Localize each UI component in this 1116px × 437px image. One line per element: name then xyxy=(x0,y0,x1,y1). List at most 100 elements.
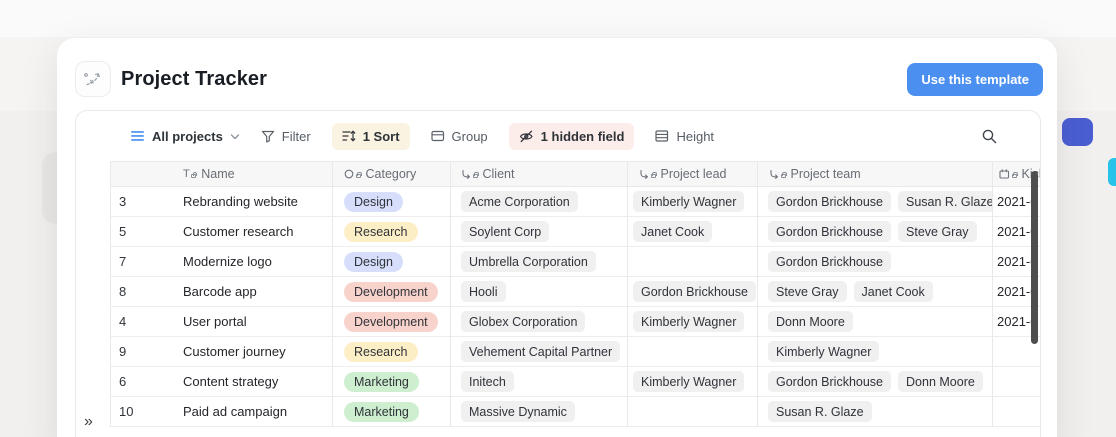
cell-project-team[interactable]: Gordon Brickhouse xyxy=(758,247,993,277)
cell-name[interactable]: Customer research xyxy=(171,217,333,247)
row-gutter xyxy=(76,337,111,367)
search-icon xyxy=(982,129,997,143)
cell-name[interactable]: Barcode app xyxy=(171,277,333,307)
view-switcher[interactable]: All projects xyxy=(131,129,240,144)
cell-category[interactable]: Marketing xyxy=(333,367,451,397)
cell-name[interactable]: Modernize logo xyxy=(171,247,333,277)
cell-row-number[interactable]: 6 xyxy=(111,367,171,397)
cell-category[interactable]: Design xyxy=(333,247,451,277)
cell-category[interactable]: Research xyxy=(333,337,451,367)
table-row: 10 Paid ad campaign Marketing Massive Dy… xyxy=(76,397,1040,427)
view-toolbar: All projects Filter 1 Sort xyxy=(76,111,1040,161)
cell-kickoff-date[interactable]: 2021-0 xyxy=(993,187,1040,217)
row-gutter xyxy=(76,307,111,337)
cell-kickoff-date[interactable]: 2021-0 xyxy=(993,247,1040,277)
cell-category[interactable]: Development xyxy=(333,307,451,337)
vertical-scrollbar[interactable] xyxy=(1031,171,1038,344)
cell-kickoff-date[interactable] xyxy=(993,337,1040,367)
cell-project-team[interactable]: Susan R. Glaze xyxy=(758,397,993,427)
cell-row-number[interactable]: 3 xyxy=(111,187,171,217)
cell-category[interactable]: Design xyxy=(333,187,451,217)
sort-chip[interactable]: 1 Sort xyxy=(331,122,410,150)
cell-project-lead[interactable] xyxy=(628,337,758,367)
cell-category[interactable]: Development xyxy=(333,277,451,307)
background-cyan-button[interactable] xyxy=(1108,158,1116,186)
cell-project-lead[interactable]: Janet Cook xyxy=(628,217,758,247)
cell-row-number[interactable]: 9 xyxy=(111,337,171,367)
search-button[interactable] xyxy=(981,128,998,145)
cell-category[interactable]: Marketing xyxy=(333,397,451,427)
sort-label: 1 Sort xyxy=(362,128,400,144)
expand-sidebar-button[interactable]: » xyxy=(84,413,93,430)
record-tag: Kimberly Wagner xyxy=(633,191,745,212)
cell-project-lead[interactable]: Kimberly Wagner xyxy=(628,187,758,217)
cell-project-lead[interactable]: Gordon Brickhouse xyxy=(628,277,758,307)
hidden-fields-chip[interactable]: 1 hidden field xyxy=(508,122,635,150)
column-header-project-lead[interactable]: Project lead xyxy=(628,161,758,187)
record-tag: Kimberly Wagner xyxy=(768,341,880,362)
record-tag: Susan R. Glaze xyxy=(768,401,872,422)
cell-project-team[interactable]: Gordon Brickhouse Susan R. Glaze xyxy=(758,187,993,217)
cell-kickoff-date[interactable]: 2021-0 xyxy=(993,307,1040,337)
cell-name[interactable]: Customer journey xyxy=(171,337,333,367)
column-header-client[interactable]: Client xyxy=(451,161,628,187)
record-tag: Vehement Capital Partner xyxy=(461,341,621,362)
cell-project-lead[interactable] xyxy=(628,397,758,427)
column-header-project-team[interactable]: Project team xyxy=(758,161,993,187)
cell-client[interactable]: Initech xyxy=(451,367,628,397)
table-row: 3 Rebranding website Design Acme Corpora… xyxy=(76,187,1040,217)
row-gutter xyxy=(76,187,111,217)
cell-kickoff-date[interactable] xyxy=(993,367,1040,397)
cell-project-lead[interactable] xyxy=(628,247,758,277)
column-header-name[interactable]: T Name xyxy=(171,161,333,187)
cell-project-team[interactable]: Donn Moore xyxy=(758,307,993,337)
cell-project-team[interactable]: Kimberly Wagner xyxy=(758,337,993,367)
table-row: 4 User portal Development Globex Corpora… xyxy=(76,307,1040,337)
row-height-button[interactable]: Height xyxy=(655,129,714,144)
column-header-label: Name xyxy=(201,167,235,181)
cell-project-lead[interactable]: Kimberly Wagner xyxy=(628,307,758,337)
background-blue-button[interactable] xyxy=(1062,118,1093,146)
table-row: 6 Content strategy Marketing Initech Kim… xyxy=(76,367,1040,397)
cell-project-team[interactable]: Steve Gray Janet Cook xyxy=(758,277,993,307)
use-template-button[interactable]: Use this template xyxy=(907,62,1043,96)
cell-client[interactable]: Umbrella Corporation xyxy=(451,247,628,277)
header-gutter xyxy=(76,161,111,187)
cell-row-number[interactable]: 10 xyxy=(111,397,171,427)
cell-row-number[interactable]: 4 xyxy=(111,307,171,337)
cell-kickoff-date[interactable]: 2021-0 xyxy=(993,277,1040,307)
group-button[interactable]: Group xyxy=(430,129,488,144)
cell-client[interactable]: Acme Corporation xyxy=(451,187,628,217)
cell-client[interactable]: Hooli xyxy=(451,277,628,307)
record-tag: Initech xyxy=(461,371,514,392)
cell-kickoff-date[interactable]: 2021-0 xyxy=(993,217,1040,247)
table-header-row: T Name Category Client xyxy=(76,161,1040,187)
cell-row-number[interactable]: 8 xyxy=(111,277,171,307)
cell-row-number[interactable]: 5 xyxy=(111,217,171,247)
cell-client[interactable]: Soylent Corp xyxy=(451,217,628,247)
cell-project-team[interactable]: Gordon Brickhouse Donn Moore xyxy=(758,367,993,397)
cell-name[interactable]: Content strategy xyxy=(171,367,333,397)
filter-button[interactable]: Filter xyxy=(261,129,311,144)
cell-name[interactable]: Rebranding website xyxy=(171,187,333,217)
record-tag: Umbrella Corporation xyxy=(461,251,596,272)
template-preview-card: Project Tracker Use this template All pr… xyxy=(57,38,1057,437)
page-title: Project Tracker xyxy=(121,67,268,90)
cell-category[interactable]: Research xyxy=(333,217,451,247)
cell-project-team[interactable]: Gordon Brickhouse Steve Gray xyxy=(758,217,993,247)
cell-name[interactable]: User portal xyxy=(171,307,333,337)
row-height-label: Height xyxy=(676,128,715,144)
cell-client[interactable]: Globex Corporation xyxy=(451,307,628,337)
category-pill: Marketing xyxy=(344,401,419,422)
cell-row-number[interactable]: 7 xyxy=(111,247,171,277)
cell-name[interactable]: Paid ad campaign xyxy=(171,397,333,427)
eye-slash-icon xyxy=(519,130,533,142)
funnel-icon xyxy=(261,130,274,143)
column-header-category[interactable]: Category xyxy=(333,161,451,187)
cell-project-lead[interactable]: Kimberly Wagner xyxy=(628,367,758,397)
row-height-icon xyxy=(655,130,669,142)
cell-kickoff-date[interactable] xyxy=(993,397,1040,427)
cell-client[interactable]: Vehement Capital Partner xyxy=(451,337,628,367)
column-header-label: Project lead xyxy=(660,167,727,181)
cell-client[interactable]: Massive Dynamic xyxy=(451,397,628,427)
